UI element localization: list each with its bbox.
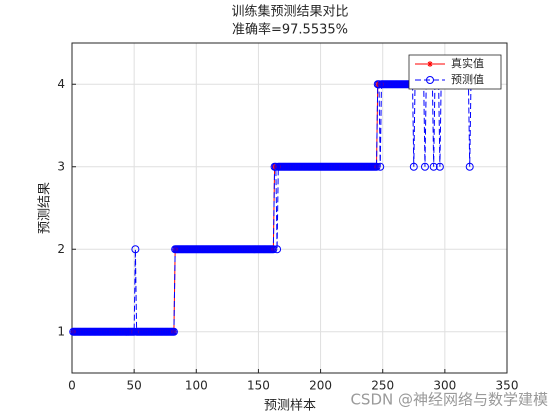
watermark: CSDN @神经网络与数学建模 [350, 391, 548, 409]
x-tick-label: 50 [127, 379, 142, 393]
circle-marker [372, 162, 381, 171]
circle-marker [169, 327, 178, 336]
y-tick-label: 3 [57, 159, 65, 173]
circle-marker [420, 162, 429, 171]
legend-label: 真实值 [451, 56, 484, 70]
chart-subtitle: 准确率=97.5535% [232, 22, 348, 38]
y-tick-label: 1 [57, 324, 65, 338]
circle-marker [269, 245, 278, 254]
x-tick-label: 100 [185, 379, 208, 393]
legend-marker [427, 61, 433, 67]
circle-marker [465, 162, 474, 171]
circle-marker [409, 162, 418, 171]
y-tick-label: 4 [57, 77, 65, 91]
circle-marker [435, 162, 444, 171]
circle-marker [376, 162, 385, 171]
x-tick-label: 150 [247, 379, 270, 393]
chart-title: 训练集预测结果对比 [231, 4, 348, 20]
x-axis-label: 预测样本 [264, 399, 316, 414]
circle-marker [131, 245, 140, 254]
legend-marker [426, 76, 434, 84]
y-axis-label: 预测结果 [38, 182, 53, 234]
y-tick-label: 2 [57, 242, 65, 256]
legend-label: 预测值 [451, 73, 484, 86]
circle-marker [273, 245, 282, 254]
x-tick-label: 350 [496, 379, 519, 393]
legend-box [408, 54, 502, 90]
plot-frame [71, 42, 508, 374]
x-tick-label: 250 [371, 379, 394, 393]
circle-marker [429, 162, 438, 171]
x-tick-label: 200 [309, 379, 332, 393]
x-tick-label: 0 [68, 379, 76, 393]
x-tick-label: 300 [433, 379, 456, 393]
